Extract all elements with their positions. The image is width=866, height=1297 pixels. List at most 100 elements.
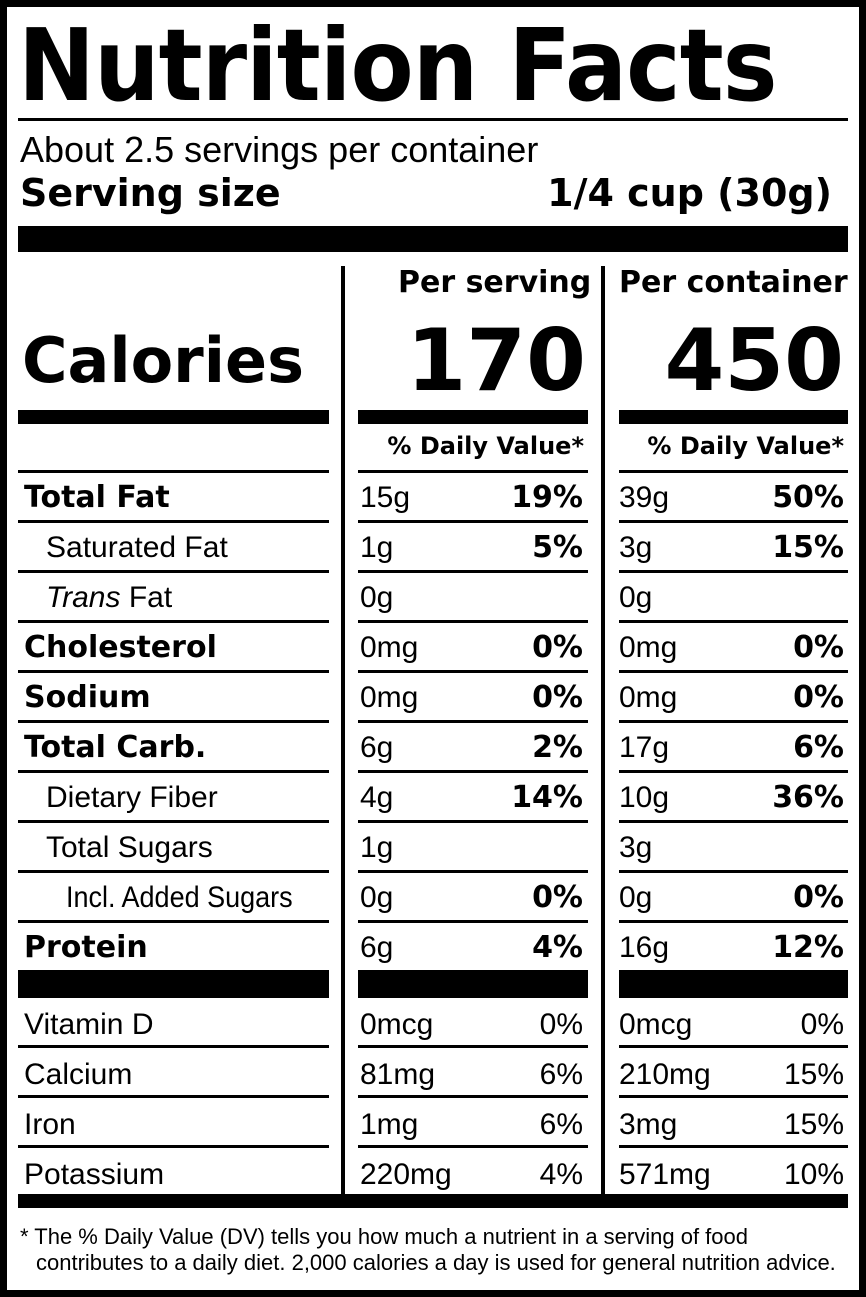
- row-divider: [358, 670, 588, 673]
- container-amount: 17g: [619, 731, 670, 764]
- vitamin-container-dv: 0%: [800, 1008, 844, 1041]
- nutrient-name: Total Carb.: [24, 730, 207, 765]
- container-daily-value: 0%: [793, 680, 844, 715]
- container-daily-value: 50%: [772, 480, 844, 515]
- serving-daily-value: 5%: [532, 530, 583, 565]
- container-amount: 3g: [619, 831, 653, 864]
- container-amount: 0mg: [619, 631, 678, 664]
- bottom-thick-divider: [18, 1194, 848, 1208]
- row-divider: [619, 520, 848, 523]
- vitamin-container-amount: 571mg: [619, 1158, 711, 1191]
- container-daily-value: 0%: [793, 880, 844, 915]
- serving-amount: 0g: [360, 881, 394, 914]
- row-divider: [18, 570, 329, 573]
- title-divider: [18, 118, 848, 121]
- nutrient-name: Cholesterol: [24, 630, 217, 665]
- container-amount: 10g: [619, 781, 670, 814]
- row-divider: [619, 920, 848, 923]
- label-title: Nutrition Facts: [18, 7, 778, 124]
- row-divider: [18, 770, 329, 773]
- column-divider-2: [601, 266, 605, 1194]
- row-divider: [18, 670, 329, 673]
- serving-amount: 15g: [360, 481, 411, 514]
- container-amount: 16g: [619, 931, 670, 964]
- container-daily-value: 0%: [793, 630, 844, 665]
- row-divider: [18, 1145, 329, 1148]
- row-divider: [18, 820, 329, 823]
- calories-label: Calories: [22, 324, 304, 397]
- nutrient-name: Incl. Added Sugars: [66, 881, 293, 914]
- vitamin-name: Potassium: [24, 1158, 165, 1191]
- row-divider: [619, 870, 848, 873]
- thick-divider-top: [18, 226, 848, 252]
- row-divider: [619, 470, 848, 473]
- vitamin-container-amount: 0mcg: [619, 1008, 693, 1041]
- nutrient-name: Sodium: [24, 680, 151, 715]
- row-divider: [358, 1145, 588, 1148]
- container-daily-value: 15%: [772, 530, 844, 565]
- vitamin-serving-dv: 6%: [539, 1058, 583, 1091]
- container-daily-value: 6%: [793, 730, 844, 765]
- vitamin-container-dv: 15%: [783, 1058, 844, 1091]
- footnote-line-1: * The % Daily Value (DV) tells you how m…: [20, 1224, 748, 1249]
- serving-size-label: Serving size: [20, 171, 281, 215]
- row-divider: [18, 620, 329, 623]
- nutrient-name: Trans Fat: [46, 583, 172, 613]
- row-divider: [619, 620, 848, 623]
- row-divider: [619, 1095, 848, 1098]
- column-divider-1: [341, 266, 345, 1194]
- vitamin-name: Iron: [24, 1108, 76, 1141]
- vitamin-serving-amount: 1mg: [360, 1108, 419, 1141]
- row-divider: [619, 720, 848, 723]
- dv-header-serving: % Daily Value*: [387, 432, 584, 460]
- row-divider: [18, 470, 329, 473]
- row-divider: [619, 570, 848, 573]
- container-amount: 0mg: [619, 681, 678, 714]
- row-divider: [18, 1095, 329, 1098]
- vitamin-serving-amount: 220mg: [360, 1158, 452, 1191]
- row-divider: [619, 670, 848, 673]
- row-divider: [358, 920, 588, 923]
- serving-amount: 1g: [360, 531, 394, 564]
- row-divider: [358, 720, 588, 723]
- vitamin-name: Vitamin D: [24, 1008, 154, 1041]
- vitamin-container-dv: 15%: [783, 1108, 844, 1141]
- calories-divider-left: [18, 410, 329, 424]
- row-divider: [358, 520, 588, 523]
- row-divider: [358, 570, 588, 573]
- row-divider: [358, 470, 588, 473]
- container-daily-value: 12%: [772, 930, 844, 965]
- serving-amount: 0mg: [360, 681, 419, 714]
- nutrient-name: Total Sugars: [46, 831, 213, 864]
- row-divider: [18, 1045, 329, 1048]
- serving-daily-value: 2%: [532, 730, 583, 765]
- vitamin-name: Calcium: [24, 1058, 133, 1091]
- nutrient-name: Dietary Fiber: [46, 781, 218, 814]
- container-amount: 3g: [619, 531, 653, 564]
- per-serving-header: Per serving: [398, 265, 592, 300]
- serving-daily-value: 0%: [532, 880, 583, 915]
- row-divider: [18, 870, 329, 873]
- dv-header-container: % Daily Value*: [647, 432, 844, 460]
- vitamin-serving-amount: 0mcg: [360, 1008, 434, 1041]
- nutrient-name-italic: Trans: [46, 581, 121, 614]
- calories-per-container: 450: [664, 311, 844, 411]
- calories-divider-mid: [358, 410, 588, 424]
- row-divider: [619, 820, 848, 823]
- serving-amount: 1g: [360, 831, 394, 864]
- row-divider: [358, 1095, 588, 1098]
- row-divider: [18, 720, 329, 723]
- serving-daily-value: 4%: [532, 930, 583, 965]
- serving-amount: 4g: [360, 781, 394, 814]
- serving-daily-value: 14%: [511, 780, 583, 815]
- per-container-header: Per container: [619, 265, 848, 300]
- row-divider: [358, 620, 588, 623]
- row-divider: [18, 970, 329, 998]
- vitamin-container-dv: 10%: [783, 1158, 844, 1191]
- row-divider: [358, 770, 588, 773]
- row-divider: [358, 970, 588, 998]
- calories-divider-right: [619, 410, 848, 424]
- row-divider: [18, 920, 329, 923]
- row-divider: [619, 1045, 848, 1048]
